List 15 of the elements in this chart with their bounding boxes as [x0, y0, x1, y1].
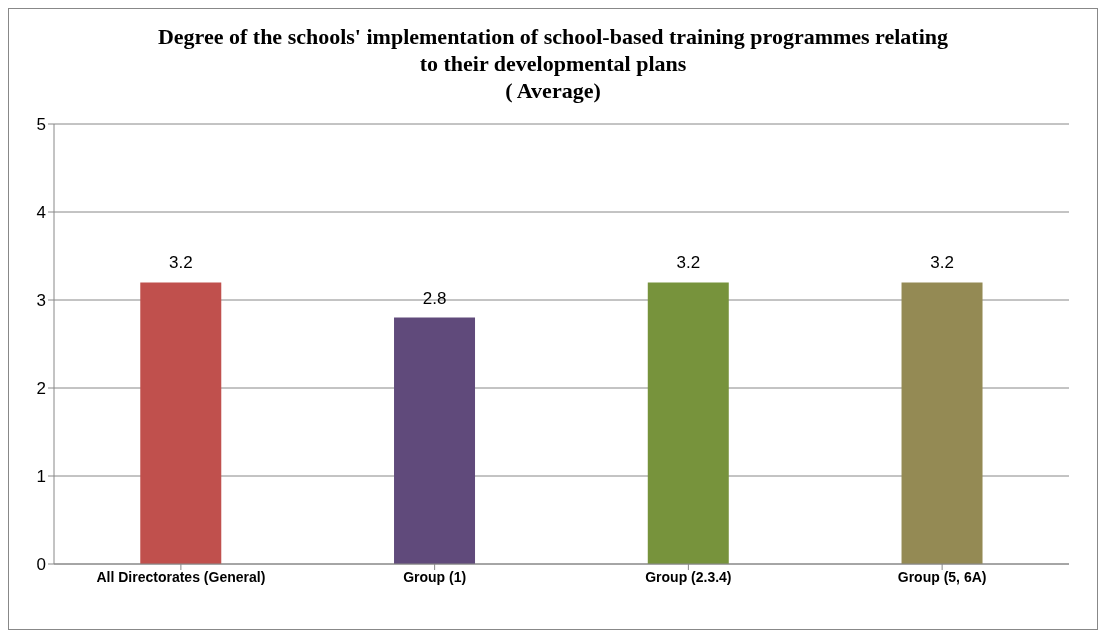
x-tick-label: All Directorates (General) — [96, 568, 266, 585]
y-tick-label: 0 — [36, 555, 46, 575]
data-label: 3.2 — [930, 253, 954, 273]
y-tick-label: 5 — [36, 115, 46, 135]
y-tick-label: 3 — [36, 291, 46, 311]
y-tick-label: 2 — [36, 379, 46, 399]
x-tick-label: Group (2.3.4) — [645, 568, 732, 585]
chart-title: Degree of the schools' implementation of school-based training programmes relating to their developmental plans ( Average) — [156, 23, 950, 104]
data-label: 3.2 — [676, 253, 701, 273]
y-tick-label: 4 — [36, 203, 46, 223]
data-label: 2.8 — [422, 288, 447, 308]
x-tick-label: Group (5, 6A) — [897, 568, 987, 585]
y-tick-label: 1 — [36, 467, 46, 487]
x-tick-label: Group (1) — [403, 568, 467, 585]
data-label: 3.2 — [168, 253, 193, 273]
